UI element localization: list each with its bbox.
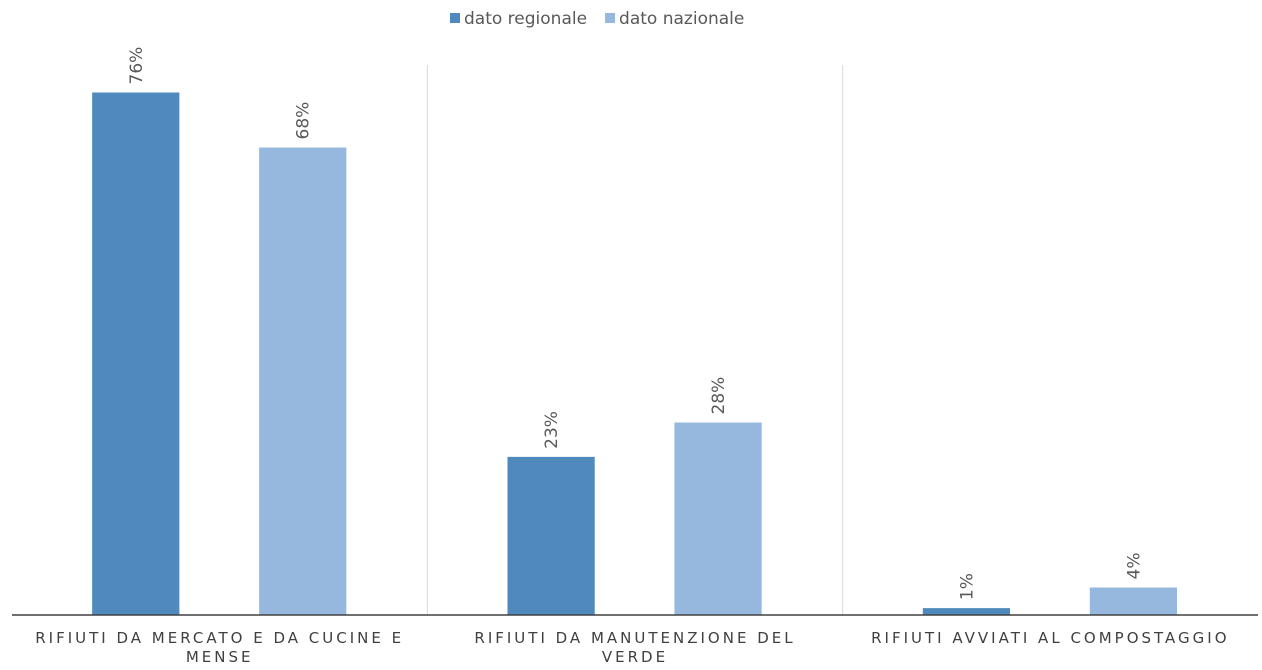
data-label: 23% xyxy=(542,411,562,449)
legend-label: dato regionale xyxy=(464,9,587,29)
data-label: 4% xyxy=(1124,553,1144,580)
legend-swatch xyxy=(605,13,616,23)
data-label: 68% xyxy=(294,102,314,140)
x-tick-label: RIFIUTI DA MANUTENZIONE DEL VERDE xyxy=(474,629,796,666)
bar xyxy=(674,422,762,615)
bar xyxy=(1089,587,1178,615)
x-tick-label: RIFIUTI AVVIATI AL COMPOSTAGGIO xyxy=(871,629,1230,647)
bar xyxy=(92,92,180,615)
data-label: 76% xyxy=(127,47,147,85)
bar xyxy=(259,147,347,615)
bar xyxy=(922,608,1011,615)
legend-label: dato nazionale xyxy=(619,9,744,29)
data-label: 28% xyxy=(709,377,729,415)
bar xyxy=(507,456,595,615)
data-label: 1% xyxy=(957,573,977,600)
x-tick-label: RIFIUTI DA MERCATO E DA CUCINE E MENSE xyxy=(35,629,405,666)
legend-swatch xyxy=(450,13,460,23)
